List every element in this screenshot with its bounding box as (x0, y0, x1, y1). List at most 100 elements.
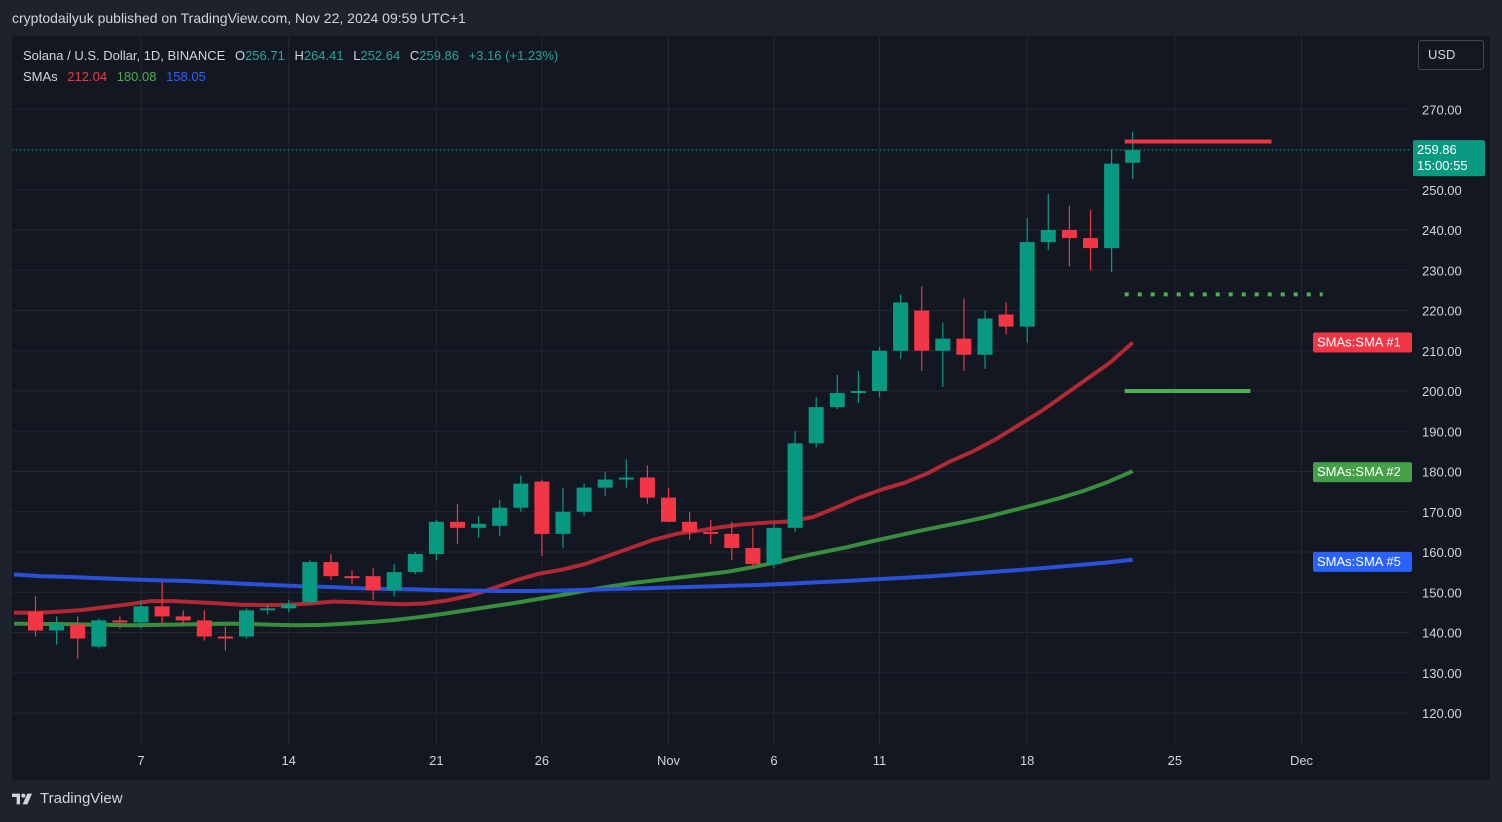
sma1-tag: SMAs:SMA #1 (1313, 332, 1412, 353)
candle[interactable] (154, 582, 170, 625)
candle[interactable] (639, 465, 655, 504)
candle[interactable] (1104, 149, 1120, 273)
candle[interactable] (977, 310, 993, 369)
candle[interactable] (492, 499, 508, 536)
open-label: O (234, 48, 246, 63)
candle[interactable] (133, 600, 149, 629)
candle[interactable] (112, 616, 128, 629)
x-tick-label: 14 (281, 753, 295, 768)
candle[interactable] (661, 487, 676, 522)
candle[interactable] (1125, 131, 1141, 180)
candle[interactable] (956, 298, 972, 371)
candle-body (998, 314, 1014, 327)
candle-body (977, 318, 993, 355)
sma2-tag-text: SMAs:SMA #2 (1317, 464, 1401, 479)
change-value: +3.16 (+1.23%) (468, 48, 559, 63)
candle-body (70, 624, 86, 639)
candle[interactable] (597, 471, 613, 496)
candle[interactable] (28, 596, 43, 637)
sma1-tag-bg (1313, 332, 1412, 353)
candle-body (344, 576, 360, 579)
candle-body (513, 483, 529, 508)
candle[interactable] (829, 374, 845, 410)
candle-body (407, 554, 423, 573)
candle[interactable] (534, 479, 550, 557)
x-tick-label: 11 (873, 753, 887, 768)
candle-body (661, 497, 676, 522)
symbol-title[interactable]: Solana / U.S. Dollar, 1D, BINANCE (23, 48, 226, 63)
candle[interactable] (365, 568, 381, 601)
sma5-tag-text: SMAs:SMA #5 (1317, 554, 1401, 569)
candle[interactable] (217, 626, 233, 651)
candle-body (745, 547, 761, 565)
candle[interactable] (998, 302, 1014, 335)
x-tick-label: 21 (429, 753, 443, 768)
last-price-tag-bg (1413, 140, 1485, 177)
candle[interactable] (893, 294, 909, 359)
x-tick-label: 26 (535, 753, 549, 768)
candle[interactable] (513, 475, 529, 512)
candle[interactable] (196, 610, 212, 641)
candle[interactable] (618, 459, 634, 488)
candle[interactable] (91, 618, 107, 649)
candle[interactable] (576, 483, 592, 516)
candle-body (239, 610, 254, 637)
candle[interactable] (407, 552, 423, 575)
candle[interactable] (386, 564, 402, 597)
candle[interactable] (703, 519, 719, 544)
candle[interactable] (450, 503, 465, 544)
candle[interactable] (49, 616, 65, 645)
candle[interactable] (1061, 205, 1077, 267)
tradingview-footer[interactable]: TradingView (12, 790, 123, 807)
sma2-tag-bg (1313, 462, 1412, 483)
currency-button[interactable]: USD (1418, 40, 1484, 70)
candle[interactable] (239, 608, 254, 639)
chart-panel[interactable] (12, 36, 1490, 780)
last-price-tag-text: 259.86 (1417, 142, 1457, 157)
candle-body (28, 611, 43, 631)
candle[interactable] (808, 397, 824, 448)
candle-body (893, 302, 909, 351)
sma-indicator-label[interactable]: SMAs (23, 69, 58, 84)
candle[interactable] (344, 570, 360, 585)
candle[interactable] (766, 523, 782, 569)
candle[interactable] (914, 286, 930, 371)
candle[interactable] (787, 431, 803, 532)
candle-body (492, 507, 508, 526)
sma5-tag-bg (1313, 551, 1412, 572)
candle[interactable] (175, 610, 191, 625)
candle[interactable] (872, 346, 887, 398)
candle[interactable] (850, 370, 866, 404)
candle[interactable] (323, 554, 339, 581)
last-price-tag-text: 15:00:55 (1417, 158, 1468, 173)
published-caption: cryptodailyuk published on TradingView.c… (12, 10, 466, 26)
candle-body (1104, 163, 1120, 249)
sma1-line[interactable] (14, 341, 1135, 615)
candle-body (112, 620, 128, 623)
candle[interactable] (70, 616, 86, 659)
candle-body (956, 338, 972, 355)
candle-body (154, 606, 170, 617)
candle-body (365, 576, 381, 591)
candle[interactable] (1083, 209, 1098, 271)
sma5-line[interactable] (13, 557, 1133, 593)
candle[interactable] (935, 322, 951, 387)
candle[interactable] (745, 527, 761, 569)
candle[interactable] (1040, 193, 1056, 251)
candle[interactable] (1019, 217, 1035, 343)
candle[interactable] (302, 560, 318, 605)
candle[interactable] (682, 511, 698, 540)
low-label: L (353, 48, 361, 63)
candle[interactable] (281, 600, 297, 613)
candle[interactable] (428, 519, 444, 561)
candle[interactable] (260, 604, 276, 615)
sma2-tag: SMAs:SMA #2 (1313, 462, 1412, 483)
x-tick-label: 25 (1168, 753, 1182, 768)
candle[interactable] (724, 521, 740, 561)
candle-body (428, 521, 444, 555)
candle[interactable] (471, 515, 487, 538)
candle-body (724, 533, 740, 548)
low-value: 252.64 (360, 48, 401, 63)
candle[interactable] (555, 487, 571, 548)
